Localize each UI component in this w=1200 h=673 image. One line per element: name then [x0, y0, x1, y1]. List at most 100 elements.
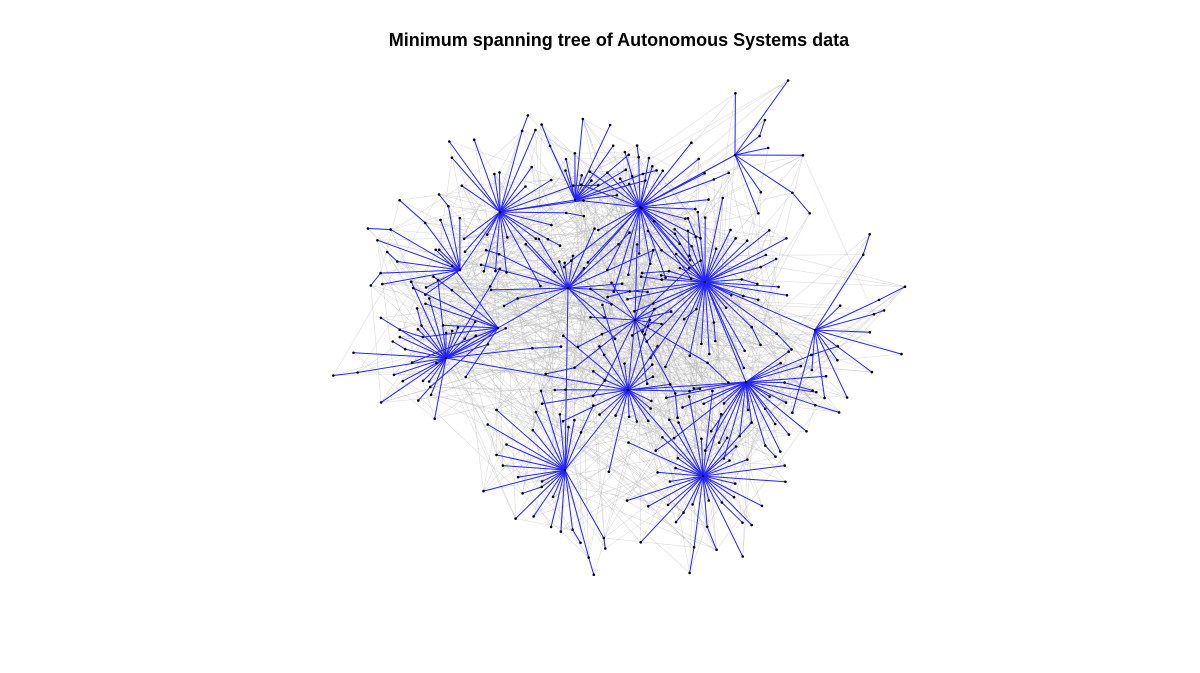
graph-node [703, 280, 707, 284]
tree-edge [593, 370, 606, 381]
tree-edge [704, 254, 767, 283]
tree-edge [634, 311, 672, 321]
background-edge [503, 305, 537, 413]
graph-node [564, 388, 567, 392]
tree-edge [745, 365, 801, 383]
background-edge [716, 397, 825, 550]
graph-node [757, 212, 760, 215]
tree-edge [574, 154, 630, 201]
tree-edge [445, 286, 491, 359]
tree-edge [639, 206, 686, 220]
graph-node [486, 343, 490, 346]
background-edge [333, 367, 744, 376]
tree-edge [549, 145, 576, 201]
graph-node [424, 293, 427, 296]
tree-edge [741, 278, 758, 285]
tree-edge [677, 457, 704, 477]
background-edge [464, 251, 725, 404]
tree-edge [445, 357, 629, 391]
background-edge [448, 206, 484, 492]
tree-edge [693, 475, 704, 548]
tree-edge [702, 475, 763, 507]
graph-node [727, 171, 730, 175]
graph-node [482, 269, 486, 273]
background-edge [638, 158, 699, 254]
graph-node [625, 499, 629, 502]
background-edge [436, 362, 840, 413]
background-edge [496, 409, 723, 503]
tree-edge [704, 248, 717, 283]
background-edge [399, 185, 463, 338]
background-edge [636, 145, 717, 249]
background-edge [438, 194, 787, 239]
background-edge [435, 199, 576, 251]
tree-edge [704, 278, 742, 283]
tree-edge [402, 357, 447, 382]
background-edge [430, 244, 527, 388]
background-edge [641, 276, 838, 361]
graph-node [531, 346, 534, 350]
graph-node [664, 276, 667, 280]
graph-node [653, 307, 656, 311]
tree-edge [499, 211, 549, 240]
tree-edge [499, 185, 574, 213]
graph-node [540, 485, 544, 489]
graph-node [504, 327, 508, 330]
tree-edge [873, 309, 885, 315]
graph-node [494, 269, 497, 273]
graph-node [435, 361, 438, 365]
background-edge [603, 154, 629, 355]
graph-node [458, 216, 462, 220]
background-edge [461, 185, 508, 238]
background-edge [741, 279, 813, 371]
background-edge [722, 155, 804, 199]
graph-node [750, 523, 753, 527]
tree-edge [417, 386, 431, 401]
graph-node [758, 134, 761, 138]
graph-node [811, 389, 814, 392]
tree-edge [674, 228, 692, 247]
tree-edge [745, 381, 766, 446]
background-edge [411, 281, 591, 318]
graph-node [707, 499, 711, 502]
background-edge [532, 124, 542, 431]
graph-node [759, 265, 763, 269]
graph-node [630, 334, 634, 337]
graph-node [493, 172, 496, 176]
tree-edge [760, 258, 777, 268]
graph-node [608, 123, 612, 127]
tree-edge [704, 281, 816, 331]
background-edge [425, 222, 717, 250]
graph-node [424, 286, 428, 289]
graph-node [460, 184, 464, 187]
graph-node [669, 310, 673, 313]
background-edge [485, 249, 670, 421]
graph-node [687, 266, 691, 270]
background-edge [485, 249, 594, 372]
graph-node [651, 302, 655, 305]
tree-edge [598, 206, 641, 231]
tree-edge [814, 313, 875, 331]
tree-edge [792, 192, 811, 214]
tree-edge [707, 362, 729, 383]
tree-edge [445, 338, 466, 359]
background-edge [451, 265, 785, 466]
tree-edge [629, 281, 706, 292]
background-edge [718, 349, 792, 443]
graph-node [734, 92, 737, 95]
graph-node [598, 345, 601, 348]
graph-node [677, 421, 680, 424]
tree-edge [615, 389, 629, 416]
background-edge [730, 295, 748, 460]
graph-node [561, 419, 565, 423]
tree-edge [642, 308, 655, 332]
background-edge [461, 185, 556, 391]
tree-edge [438, 194, 449, 207]
graph-node [579, 183, 583, 186]
graph-node [630, 174, 634, 178]
background-edge [541, 124, 789, 352]
graph-node [534, 410, 538, 414]
background-edge [486, 215, 584, 251]
graph-node [801, 154, 805, 157]
background-edge [629, 232, 840, 413]
